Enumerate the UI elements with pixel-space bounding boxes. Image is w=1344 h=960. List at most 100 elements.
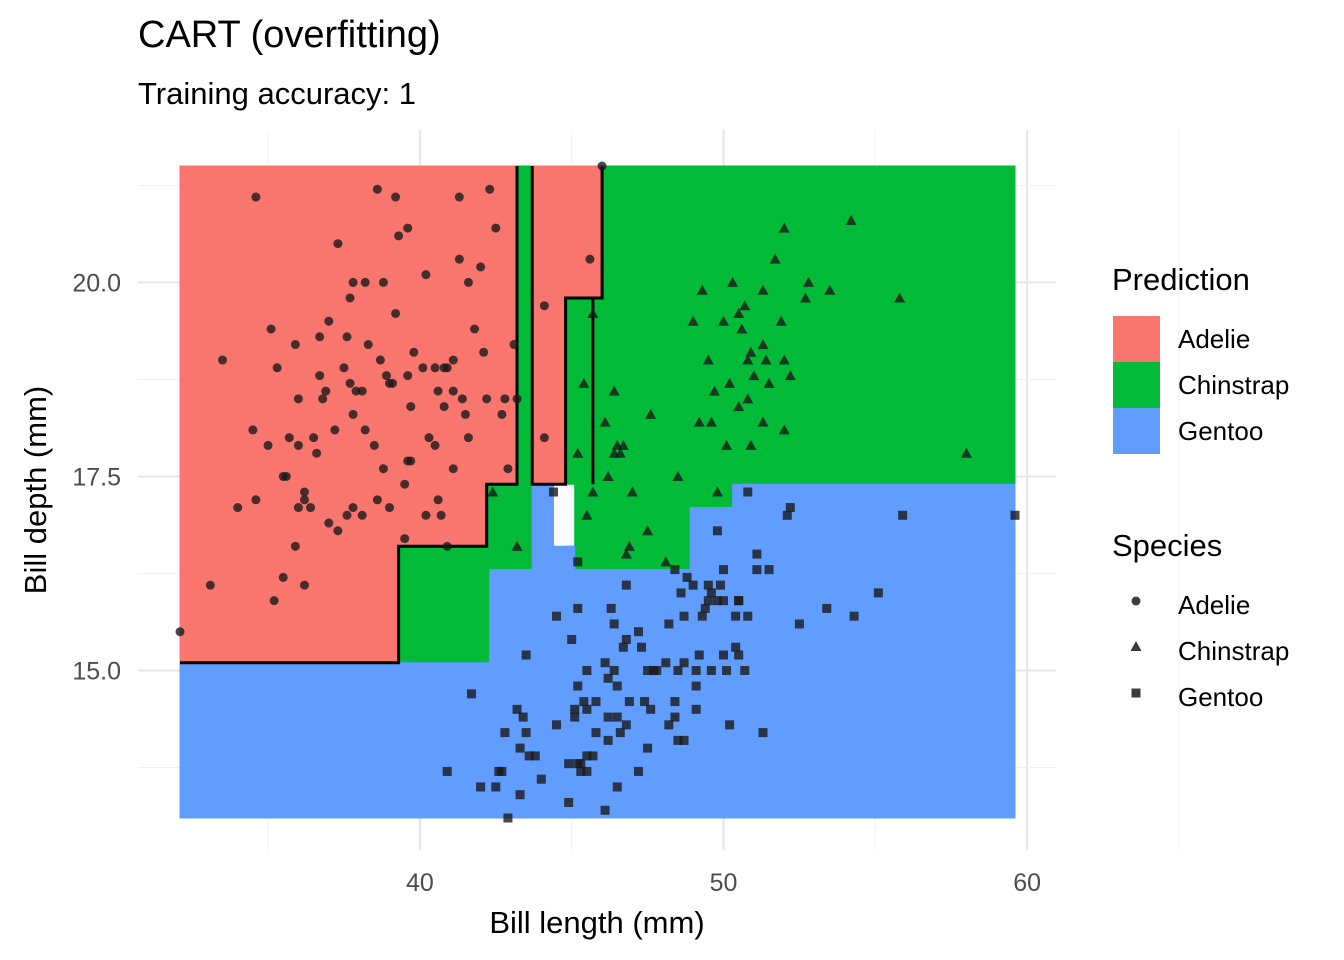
data-point-gentoo [752,565,762,575]
data-point-gentoo [491,782,501,792]
data-point-chinstrap [745,346,757,357]
data-point-adelie [233,503,243,513]
data-point-chinstrap [745,439,757,450]
data-point-chinstrap [960,447,972,458]
data-point-gentoo [849,611,859,621]
data-point-adelie [348,277,358,287]
region-layer [179,165,1016,819]
data-point-gentoo [743,487,753,497]
data-point-adelie [597,161,607,171]
data-point-adelie [333,239,343,249]
data-point-gentoo [670,697,680,707]
legend-label: Chinstrap [1178,370,1290,400]
data-point-adelie [457,394,467,404]
data-point-gentoo [564,797,574,807]
data-point-chinstrap [587,307,599,318]
data-point-adelie [357,510,367,520]
data-point-adelie [433,495,443,505]
data-point-gentoo [548,487,558,497]
data-point-adelie [421,510,431,520]
data-point-adelie [363,340,373,350]
data-point-adelie [424,433,434,443]
data-point-gentoo [603,712,613,722]
data-point-chinstrap [721,439,733,450]
data-point-adelie [321,386,331,396]
data-point-gentoo [582,766,592,776]
data-point-adelie [293,440,303,450]
data-point-chinstrap [760,354,772,365]
data-point-adelie [175,627,185,637]
data-point-chinstrap [778,354,790,365]
data-point-adelie [381,371,391,381]
prediction-legend-item-adelie: Adelie [1112,316,1250,362]
data-point-adelie [339,363,349,373]
data-point-adelie [400,479,410,489]
data-point-gentoo [719,565,729,575]
data-point-adelie [409,347,419,357]
data-point-gentoo [536,774,546,784]
data-point-chinstrap [672,470,684,481]
data-point-adelie [400,534,410,544]
data-point-chinstrap [642,525,654,536]
data-point-gentoo [694,650,704,660]
data-point-adelie [391,308,401,318]
data-point-chinstrap [599,416,611,427]
data-point-adelie [430,363,440,373]
data-point-gentoo [624,697,634,707]
data-point-gentoo [706,666,716,676]
data-point-adelie [442,363,452,373]
data-point-gentoo [670,565,680,575]
data-point-gentoo [673,735,683,745]
data-point-gentoo [731,611,741,621]
data-point-gentoo [664,619,674,629]
data-point-gentoo [591,697,601,707]
data-point-chinstrap [602,470,614,481]
data-point-gentoo [521,728,531,738]
data-point-gentoo [706,588,716,598]
data-point-gentoo [500,728,510,738]
data-point-adelie [272,363,282,373]
data-point-adelie [512,394,522,404]
data-point-adelie [299,487,309,497]
data-point-adelie [360,277,370,287]
data-point-gentoo [582,751,592,761]
data-point-chinstrap [587,486,599,497]
data-point-gentoo [643,666,653,676]
data-point-chinstrap [626,486,638,497]
data-point-adelie [251,495,261,505]
data-point-chinstrap [620,548,632,559]
boundary-layer [180,166,604,665]
legend-label: Chinstrap [1178,636,1290,666]
data-point-chinstrap [727,276,739,287]
data-point-chinstrap [763,377,775,388]
data-point-adelie [421,270,431,280]
data-point-adelie [391,192,401,202]
data-point-gentoo [679,735,689,745]
species-legend-item-adelie: Adelie [1112,582,1250,628]
data-point-gentoo [603,735,613,745]
data-point-gentoo [734,596,744,606]
data-point-gentoo [822,603,832,613]
data-point-adelie [479,347,489,357]
data-point-chinstrap [775,315,787,326]
data-point-chinstrap [614,447,626,458]
data-point-adelie [497,409,507,419]
data-point-gentoo [515,790,525,800]
data-point-gentoo [637,642,647,652]
data-point-gentoo [643,743,653,753]
data-point-gentoo [579,697,589,707]
data-point-gentoo [691,704,701,714]
data-point-gentoo [1010,510,1020,520]
data-point-gentoo [661,658,671,668]
data-point-gentoo [646,704,656,714]
data-point-gentoo [873,588,883,598]
data-point-gentoo [576,759,586,769]
data-point-gentoo [606,603,616,613]
data-point-gentoo [679,611,689,621]
data-point-chinstrap [711,486,723,497]
decision-boundary [180,166,519,665]
data-point-adelie [372,495,382,505]
data-point-gentoo [570,704,580,714]
data-point-chinstrap [696,284,708,295]
data-point-chinstrap [623,540,635,551]
